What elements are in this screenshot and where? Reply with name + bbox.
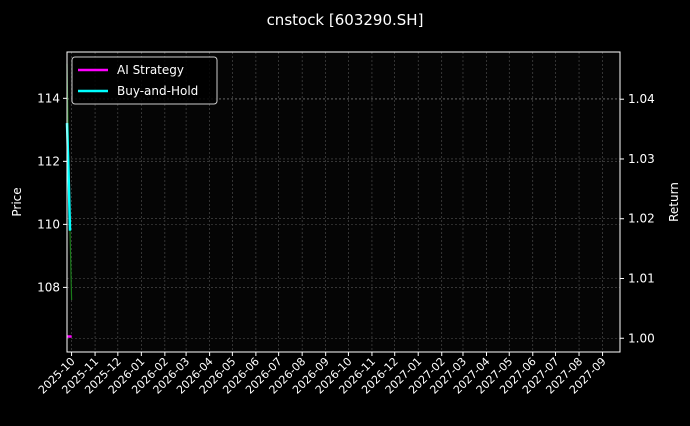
y-axis-right-label: Return — [667, 182, 681, 222]
y-tick-label-left: 114 — [37, 91, 60, 105]
y-tick-label-left: 112 — [37, 154, 60, 168]
legend-label-buy-and-hold: Buy-and-Hold — [117, 84, 198, 98]
plot-frame — [66, 51, 621, 353]
chart-title: cnstock [603290.SH] — [267, 11, 424, 29]
y-tick-label-right: 1.01 — [628, 271, 655, 285]
y-axis-left-label: Price — [10, 187, 24, 216]
y-tick-label-right: 1.03 — [628, 152, 655, 166]
y-tick-label-right: 1.04 — [628, 92, 655, 106]
y-tick-label-right: 1.00 — [628, 331, 655, 345]
legend-label-ai-strategy: AI Strategy — [117, 63, 184, 77]
y-tick-label-right: 1.02 — [628, 212, 655, 226]
y-tick-label-left: 110 — [37, 217, 60, 231]
y-tick-label-left: 108 — [37, 280, 60, 294]
legend: AI Strategy Buy-and-Hold — [71, 56, 218, 105]
